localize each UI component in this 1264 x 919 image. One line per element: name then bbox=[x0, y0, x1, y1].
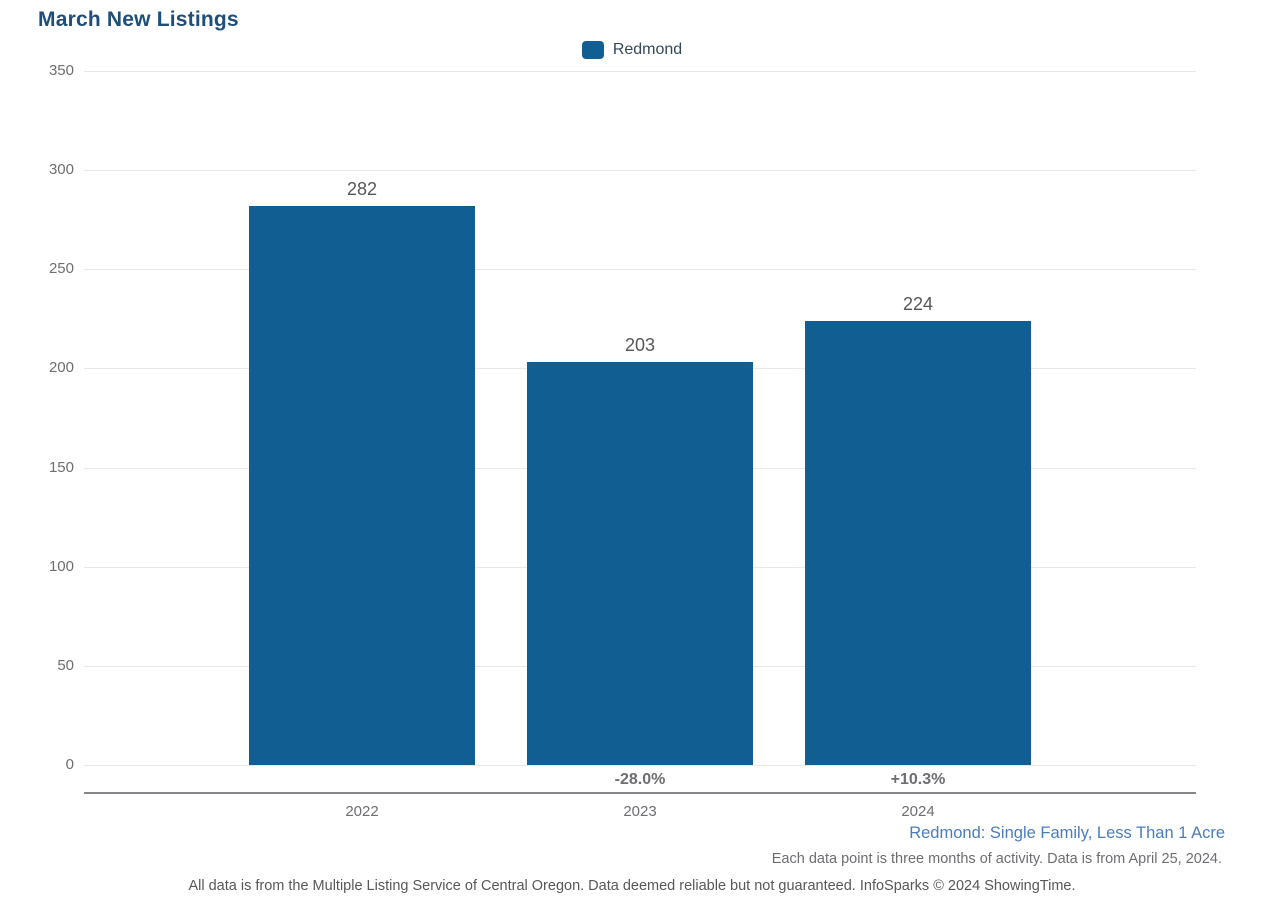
bar-value-label: 203 bbox=[624, 335, 656, 356]
pct-change-label: -28.0% bbox=[614, 771, 666, 788]
chart-title: March New Listings bbox=[38, 8, 239, 31]
x-axis-line bbox=[84, 792, 1196, 794]
bar-2022[interactable] bbox=[249, 205, 475, 765]
y-axis-tick-label: 50 bbox=[57, 656, 74, 674]
y-axis-tick-label: 200 bbox=[48, 359, 74, 377]
legend-label: Redmond bbox=[612, 41, 683, 58]
bar-2024[interactable] bbox=[805, 320, 1031, 765]
y-axis-tick-label: 300 bbox=[48, 161, 74, 179]
y-axis-tick-label: 0 bbox=[65, 756, 74, 773]
bar-value-label: 224 bbox=[902, 293, 934, 314]
disclaimer: All data is from the Multiple Listing Se… bbox=[188, 878, 1076, 894]
segment-note: Redmond: Single Family, Less Than 1 Acre bbox=[909, 824, 1225, 842]
y-axis-tick-label: 250 bbox=[48, 260, 74, 278]
y-gridline bbox=[84, 765, 1196, 766]
x-axis-category-label: 2022 bbox=[345, 803, 379, 820]
bar-value-label: 282 bbox=[346, 178, 378, 199]
data-note: Each data point is three months of activ… bbox=[771, 851, 1222, 867]
y-axis-tick-label: 350 bbox=[48, 62, 74, 79]
y-axis-tick-label: 150 bbox=[48, 458, 74, 476]
legend-swatch-icon bbox=[581, 41, 604, 59]
y-axis-tick-label: 100 bbox=[48, 557, 74, 575]
y-gridline bbox=[84, 71, 1196, 72]
pct-change-label: +10.3% bbox=[890, 771, 946, 788]
y-gridline bbox=[84, 269, 1196, 271]
x-axis-category-label: 2023 bbox=[623, 803, 657, 820]
bar-2023[interactable] bbox=[527, 362, 753, 765]
y-gridline bbox=[84, 170, 1196, 172]
legend: Redmond bbox=[0, 41, 1264, 59]
x-axis-category-label: 2024 bbox=[901, 803, 935, 820]
